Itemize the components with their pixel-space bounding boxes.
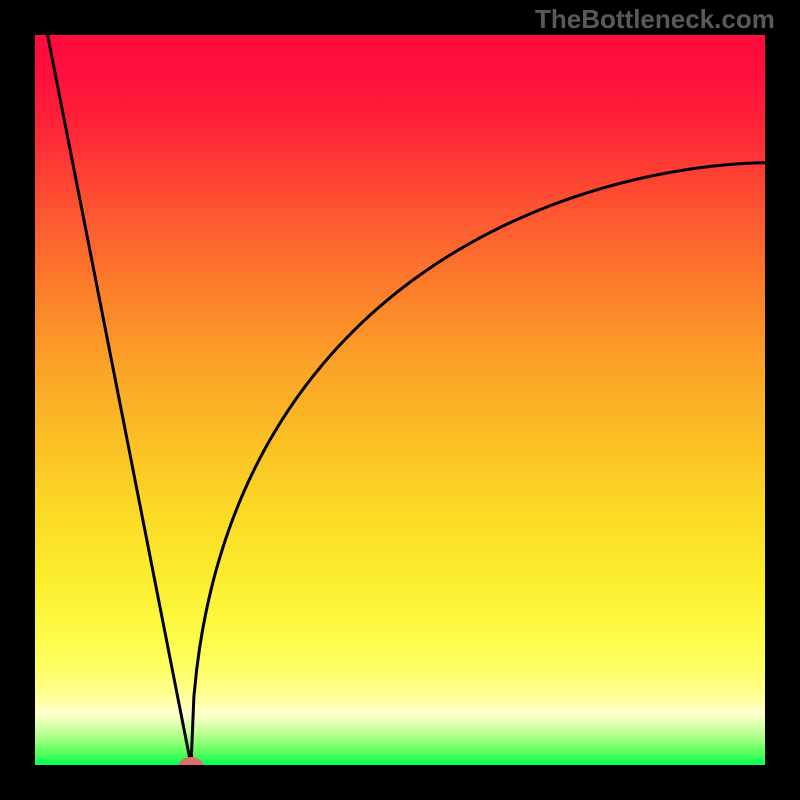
bottleneck-curve <box>35 35 765 765</box>
plot-area <box>35 35 765 765</box>
watermark-text: TheBottleneck.com <box>535 4 775 35</box>
chart-frame: TheBottleneck.com <box>0 0 800 800</box>
